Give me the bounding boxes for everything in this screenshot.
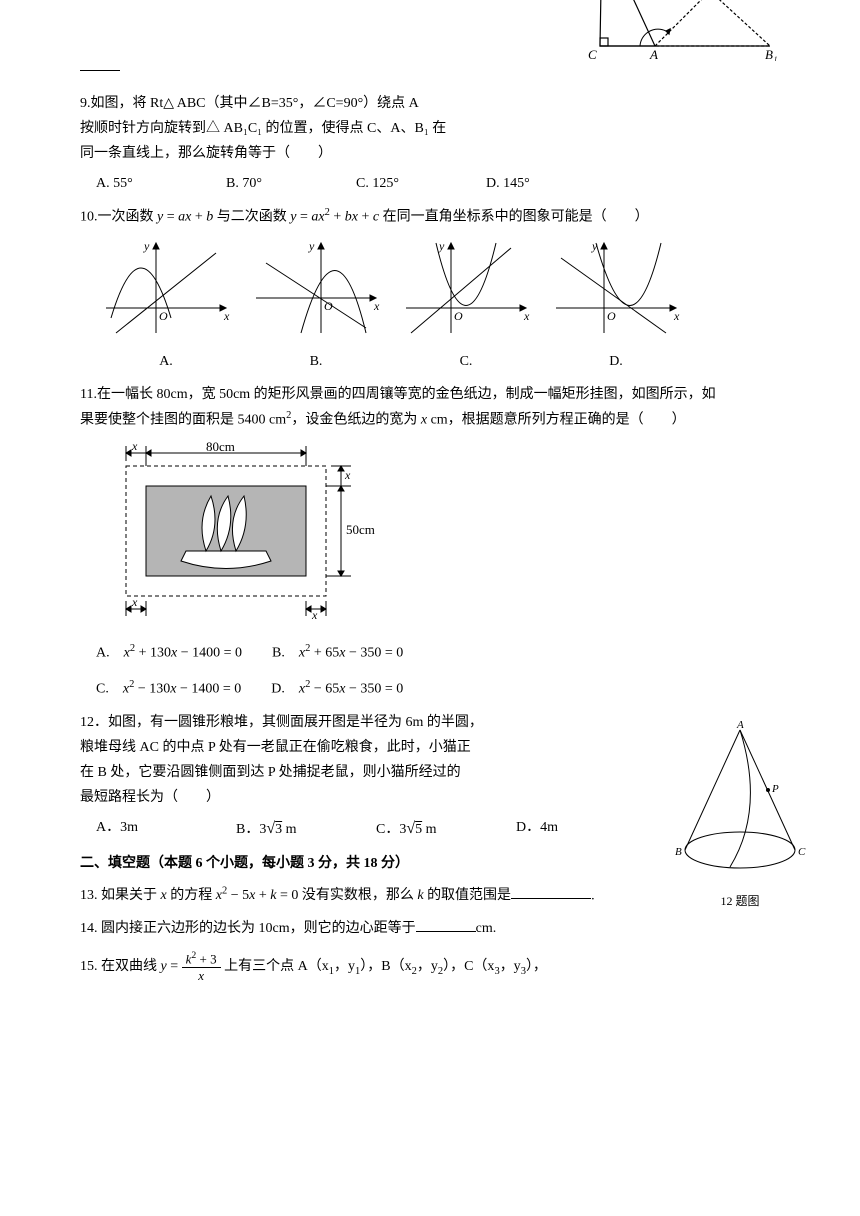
q11-opt-b: B. x2 + 65x − 350 = 0	[272, 640, 403, 666]
q10-graphs: x y O A. x y O B.	[96, 238, 800, 374]
q11-opt-d: D. x2 − 65x − 350 = 0	[271, 676, 403, 702]
svg-text:x: x	[311, 608, 318, 621]
svg-text:O: O	[454, 309, 463, 323]
svg-text:B₁: B₁	[765, 47, 777, 61]
q9-triangle-svg: B C A C₁ B₁	[580, 0, 780, 61]
q12-line4: 最短路程长为（ ）	[80, 785, 600, 810]
question-12: A B C P 12 题图 12．如图，有一圆锥形粮堆，其侧面展开图是半径为 6…	[80, 710, 800, 844]
q13-post: .	[591, 888, 595, 903]
svg-text:B: B	[675, 846, 682, 858]
svg-text:A: A	[649, 47, 658, 61]
q10-graph-d: x y O D.	[546, 238, 686, 374]
svg-text:x: x	[131, 595, 138, 609]
svg-text:y: y	[591, 239, 598, 253]
q10-graph-a: x y O A.	[96, 238, 236, 374]
svg-text:x: x	[673, 309, 680, 323]
page-rule	[80, 70, 120, 71]
q11-options-row1: A. x2 + 130x − 1400 = 0 B. x2 + 65x − 35…	[96, 640, 800, 666]
svg-text:80cm: 80cm	[206, 441, 235, 454]
q11-opt-a: A. x2 + 130x − 1400 = 0	[96, 640, 242, 666]
svg-text:x: x	[373, 299, 380, 313]
svg-text:y: y	[143, 239, 150, 253]
q10-label-a: A.	[96, 349, 236, 374]
question-9: B C A C₁ B₁ 9.如图，将 Rt△ ABC（其中∠B=35°，∠C=9…	[80, 91, 800, 196]
q9-figure: B C A C₁ B₁	[580, 0, 780, 70]
svg-text:O: O	[324, 299, 333, 313]
q15-den: x	[182, 968, 221, 984]
q9-opt-c: C. 125°	[356, 171, 446, 196]
q11-opt-c: C. x2 − 130x − 1400 = 0	[96, 676, 241, 702]
q10-label-d: D.	[546, 349, 686, 374]
q9-line2: 按顺时针方向旋转到△ AB₁C₁ 的位置，使得点 C、A、B₁ 在	[80, 116, 800, 141]
q11-options-row2: C. x2 − 130x − 1400 = 0 D. x2 − 65x − 35…	[96, 676, 800, 702]
q9-line1: 9.如图，将 Rt△ ABC（其中∠B=35°，∠C=90°）绕点 A	[80, 91, 800, 116]
q12-options: A．3m B．3√3 m C．3√5 m D．4m	[96, 815, 600, 844]
svg-text:C: C	[798, 846, 806, 858]
question-13: 13. 如果关于 x 的方程 x2 − 5x + k = 0 没有实数根，那么 …	[80, 883, 800, 909]
svg-text:x: x	[131, 441, 138, 453]
q13-blank[interactable]	[511, 885, 591, 899]
q9-line3: 同一条直线上，那么旋转角等于（ ）	[80, 141, 800, 166]
svg-text:x: x	[223, 309, 230, 323]
q9-opt-d: D. 145°	[486, 171, 576, 196]
q10-label-c: C.	[396, 349, 536, 374]
question-15: 15. 在双曲线 y = k2 + 3 x 上有三个点 A（x1，y1），B（x…	[80, 950, 800, 984]
q12-opt-a: A．3m	[96, 815, 186, 844]
svg-text:y: y	[308, 239, 315, 253]
question-10: 10.一次函数 y = ax + b 与二次函数 y = ax2 + bx + …	[80, 204, 800, 374]
q9-options: A. 55° B. 70° C. 125° D. 145°	[96, 171, 800, 196]
q12-line2: 粮堆母线 AC 的中点 P 处有一老鼠正在偷吃粮食，此时，小猫正	[80, 735, 600, 760]
svg-text:A: A	[736, 720, 744, 731]
svg-text:O: O	[607, 309, 616, 323]
q12-opt-b: B．3√3 m	[236, 815, 326, 844]
question-11: 11.在一幅长 80cm，宽 50cm 的矩形风景画的四周镶等宽的金色纸边，制成…	[80, 382, 800, 702]
svg-text:P: P	[771, 783, 779, 795]
q15-pre: 15. 在双曲线 y =	[80, 959, 182, 974]
q14-blank[interactable]	[416, 918, 476, 932]
q9-opt-a: A. 55°	[96, 171, 186, 196]
q12-opt-d: D．4m	[516, 815, 606, 844]
q10-graph-b: x y O B.	[246, 238, 386, 374]
q11-line1: 11.在一幅长 80cm，宽 50cm 的矩形风景画的四周镶等宽的金色纸边，制成…	[80, 382, 800, 407]
svg-text:x: x	[344, 468, 351, 482]
q14-post: cm.	[476, 921, 497, 936]
q14-pre: 14. 圆内接正六边形的边长为 10cm，则它的边心距等于	[80, 921, 416, 936]
q11-figure: 80cm 50cm x x x x	[96, 441, 800, 630]
svg-text:50cm: 50cm	[346, 522, 375, 537]
q10-text: 10.一次函数 y = ax + b 与二次函数 y = ax2 + bx + …	[80, 204, 800, 230]
svg-text:y: y	[438, 239, 445, 253]
q13-text: 13. 如果关于 x 的方程 x2 − 5x + k = 0 没有实数根，那么 …	[80, 888, 511, 903]
q10-graph-c: x y O C.	[396, 238, 536, 374]
q10-label-b: B.	[246, 349, 386, 374]
svg-text:C: C	[588, 47, 597, 61]
q11-line2: 果要使整个挂图的面积是 5400 cm2，设金色纸边的宽为 x cm，根据题意所…	[80, 407, 800, 433]
q15-num: k2 + 3	[182, 950, 221, 968]
q15-fraction: k2 + 3 x	[182, 950, 221, 984]
q12-line3: 在 B 处，它要沿圆锥侧面到达 P 处捕捉老鼠，则小猫所经过的	[80, 760, 600, 785]
svg-text:O: O	[159, 309, 168, 323]
svg-text:x: x	[523, 309, 530, 323]
q12-opt-c: C．3√5 m	[376, 815, 466, 844]
q12-line1: 12．如图，有一圆锥形粮堆，其侧面展开图是半径为 6m 的半圆，	[80, 710, 600, 735]
q15-post: 上有三个点 A（x1，y1），B（x2，y2），C（x3，y3），	[224, 959, 547, 974]
q9-opt-b: B. 70°	[226, 171, 316, 196]
question-14: 14. 圆内接正六边形的边长为 10cm，则它的边心距等于 cm.	[80, 916, 800, 941]
